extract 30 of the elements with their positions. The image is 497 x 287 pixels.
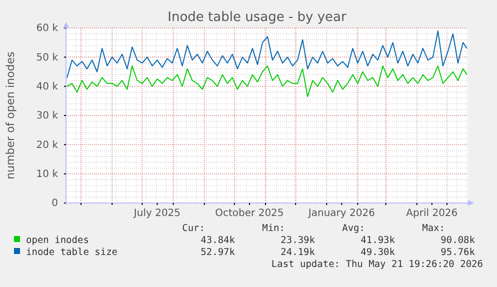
text: 95.76k — [440, 247, 476, 258]
text: Last update: Thu May 21 19:26:20 2026 — [271, 259, 484, 270]
text: Max: — [422, 223, 445, 234]
legend-label: inode table size — [26, 247, 118, 258]
y-tick-label: 0 — [52, 198, 58, 210]
line-series — [66, 65, 468, 98]
line-series — [66, 30, 468, 78]
text: 90.08k — [440, 235, 476, 246]
text: Avg: — [342, 223, 365, 234]
text: 41.93k — [360, 235, 396, 246]
y-tick-label: 50 k — [36, 52, 58, 64]
y-tick-label: 10 k — [36, 169, 58, 180]
x-tick-label: January 2026 — [307, 208, 375, 220]
x-tick-label: July 2025 — [132, 208, 181, 220]
text: 24.19k — [280, 247, 316, 258]
text: 49.30k — [360, 247, 396, 258]
y-tick-label: 60 k — [36, 23, 58, 34]
text: 52.97k — [200, 247, 236, 258]
y-tick-label: 30 k — [36, 110, 58, 122]
x-tick-label: October 2025 — [215, 208, 284, 220]
x-tick-label: April 2026 — [406, 208, 458, 220]
y-tick-label: 20 k — [36, 140, 58, 151]
text: Cur: — [182, 223, 205, 234]
legend-label: open inodes — [26, 235, 89, 246]
y-tick-label: 40 k — [36, 82, 58, 93]
chart-title: Inode table usage - by year — [168, 10, 348, 25]
text: Min: — [262, 223, 285, 234]
y-axis-title: number of open inodes — [4, 51, 17, 180]
text: 43.84k — [200, 235, 236, 246]
text: 23.39k — [280, 235, 316, 246]
